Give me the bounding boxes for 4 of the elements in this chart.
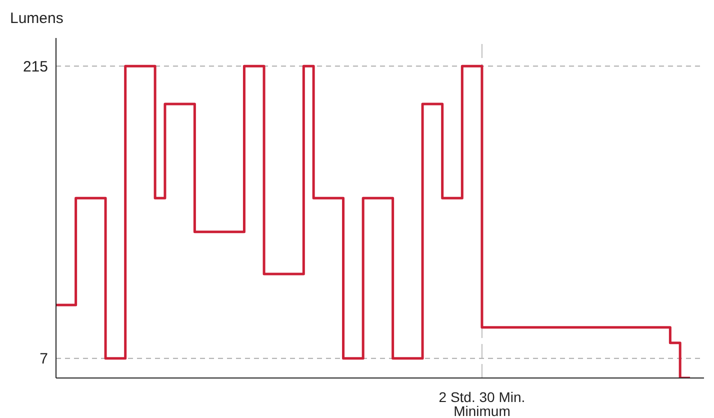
x-tick-label: 2 Std. 30 Min. Minimum	[438, 388, 526, 418]
y-axis-title: Lumens	[10, 10, 64, 27]
y-tick-label: 215	[22, 58, 48, 76]
y-tick-label: 7	[40, 350, 48, 368]
